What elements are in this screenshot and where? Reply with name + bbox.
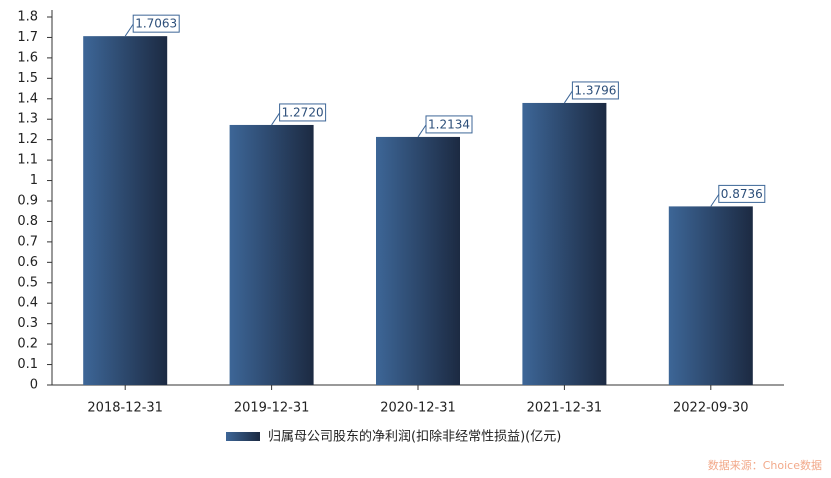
x-tick-label: 2021-12-31: [527, 401, 603, 416]
y-tick-label: 1.8: [17, 10, 38, 25]
y-tick-label: 1.6: [17, 50, 38, 65]
value-label: 1.2134: [428, 117, 470, 131]
legend-swatch: [226, 432, 260, 441]
y-tick-label: 0.7: [17, 234, 38, 249]
label-box: [718, 184, 766, 203]
y-tick-label: 0.4: [17, 296, 38, 311]
y-tick-label: 0.9: [17, 194, 38, 209]
value-label: 1.3796: [574, 83, 616, 97]
y-tick-label: 0.5: [17, 275, 38, 290]
y-tick-label: 1.2: [17, 132, 38, 147]
value-label: 1.7063: [135, 17, 177, 31]
y-tick-label: 1: [30, 173, 38, 188]
label-leader: [710, 194, 720, 207]
x-tick-label: 2020-12-31: [380, 401, 456, 416]
y-tick-label: 0.2: [17, 337, 38, 352]
x-tick-label: 2022-09-30: [673, 401, 749, 416]
y-tick-label: 1.1: [17, 153, 38, 168]
y-tick-label: 0.6: [17, 255, 38, 270]
y-tick-label: 1.7: [17, 30, 38, 45]
y-tick-label: 1.4: [17, 91, 38, 106]
value-label: 1.2720: [282, 105, 324, 119]
label-box: [571, 81, 619, 100]
label-leader: [271, 112, 281, 126]
y-tick-label: 1.5: [17, 71, 38, 86]
legend-label: 归属母公司股东的净利润(扣除非经常性损益)(亿元): [268, 429, 561, 445]
bar: [668, 206, 753, 385]
label-box: [132, 14, 180, 33]
y-tick-label: 0.3: [17, 316, 38, 331]
label-leader: [563, 90, 573, 104]
source: 数据来源：Choice数据: [708, 458, 822, 472]
x-tick-label: 2019-12-31: [234, 401, 310, 416]
y-tick-label: 1.3: [17, 112, 38, 127]
label-leader: [417, 124, 427, 138]
label-box: [279, 103, 327, 122]
label-leader: [124, 23, 134, 37]
bar: [83, 36, 168, 386]
value-label: 0.8736: [721, 187, 763, 201]
y-tick-label: 0: [30, 378, 38, 393]
bar: [522, 102, 607, 385]
bar: [376, 136, 460, 385]
y-tick-label: 0.8: [17, 214, 38, 229]
x-tick-label: 2018-12-31: [87, 401, 163, 416]
y-tick-label: 0.1: [17, 357, 38, 372]
bar: [229, 124, 314, 386]
label-box: [425, 115, 473, 134]
